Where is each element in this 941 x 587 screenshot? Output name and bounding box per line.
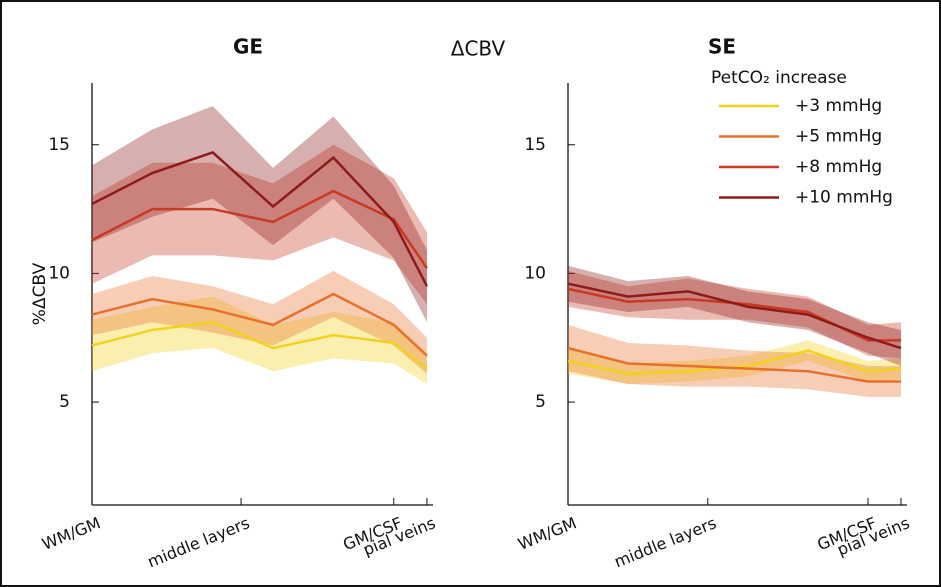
series-line [567,346,901,383]
y-tick-label: 10 [48,263,70,283]
error-band [92,296,427,385]
y-tick-label: 15 [524,135,546,155]
y-tick-label: 15 [48,135,70,155]
error-band [92,106,427,323]
figure-title: ΔCBV [451,37,506,61]
error-band [568,270,901,359]
y-tick-label: 10 [524,263,546,283]
series-line [567,349,902,376]
error-band [92,144,427,305]
legend-label: +5 mmHg [795,127,882,147]
error-band [568,265,901,367]
y-axis-label: %ΔCBV [30,262,50,325]
y-tick-label: 5 [59,392,70,412]
series-line [91,292,428,357]
series-line [567,282,902,350]
series-line [91,151,429,287]
y-tick-label: 5 [535,392,546,412]
legend-label: +3 mmHg [795,96,882,116]
series-line [567,287,901,342]
series-line [91,321,428,370]
panel-title: GE [233,35,263,59]
error-band [568,324,901,397]
legend-label: +8 mmHg [795,157,882,177]
legend-label: +10 mmHg [795,188,893,208]
series-line [91,189,428,269]
panel-title: SE [708,35,736,59]
legend-title: PetCO₂ increase [711,68,847,88]
